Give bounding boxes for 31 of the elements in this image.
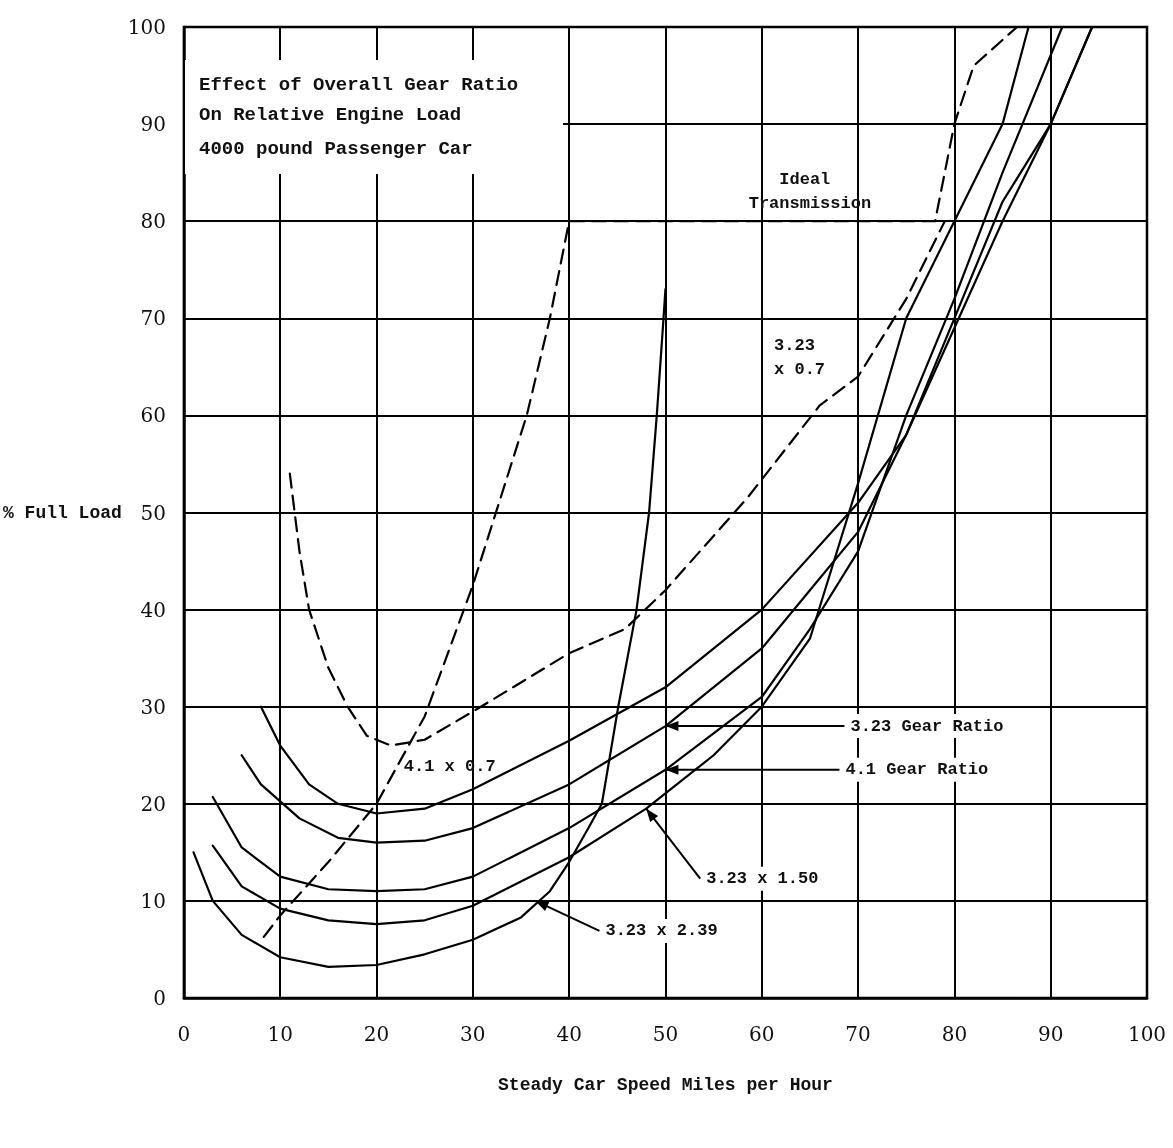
text: 4000 pound Passenger Car xyxy=(199,138,473,160)
y-tick-label: 30 xyxy=(140,694,166,719)
y-tick-label: 70 xyxy=(140,306,166,331)
x-tick-label: 30 xyxy=(460,1022,486,1046)
x-tick-label: 0 xyxy=(177,1022,191,1046)
x-tick-label: 100 xyxy=(1127,1022,1167,1046)
annotation: 3.23 x 2.39 xyxy=(605,921,718,941)
annotation: 3.23 x 1.50 xyxy=(706,869,819,889)
x-tick-label: 90 xyxy=(1037,1022,1064,1046)
y-tick-label: 100 xyxy=(127,15,166,39)
text: Effect of Overall Gear Ratio On Relative Engine Load xyxy=(199,74,530,126)
x-tick-label: 60 xyxy=(749,1022,775,1046)
y-axis-title: % Full Load xyxy=(3,502,122,523)
y-tick-label: 20 xyxy=(140,791,166,816)
x-tick-label: 70 xyxy=(845,1022,871,1046)
x-tick-label: 10 xyxy=(267,1022,293,1046)
x-tick-label: 80 xyxy=(941,1022,968,1046)
x-tick-label: 40 xyxy=(556,1022,582,1046)
y-tick-label: 80 xyxy=(140,209,166,234)
y-tick-label: 60 xyxy=(140,403,166,428)
y-tick-label: 90 xyxy=(140,112,166,137)
y-tick-label: 10 xyxy=(140,888,166,913)
annotation: 3.23 Gear Ratio xyxy=(850,716,1004,736)
annotation: 4.1 Gear Ratio xyxy=(845,760,989,780)
x-tick-label: 20 xyxy=(363,1022,390,1046)
y-tick-label: 50 xyxy=(140,500,166,525)
x-axis-title: Steady Car Speed Miles per Hour xyxy=(498,1075,833,1095)
annotation: 3.23 x 0.7 xyxy=(774,336,826,380)
y-tick-label: 0 xyxy=(153,986,166,1010)
x-tick-label: 50 xyxy=(652,1022,679,1046)
y-tick-label: 40 xyxy=(140,597,166,622)
